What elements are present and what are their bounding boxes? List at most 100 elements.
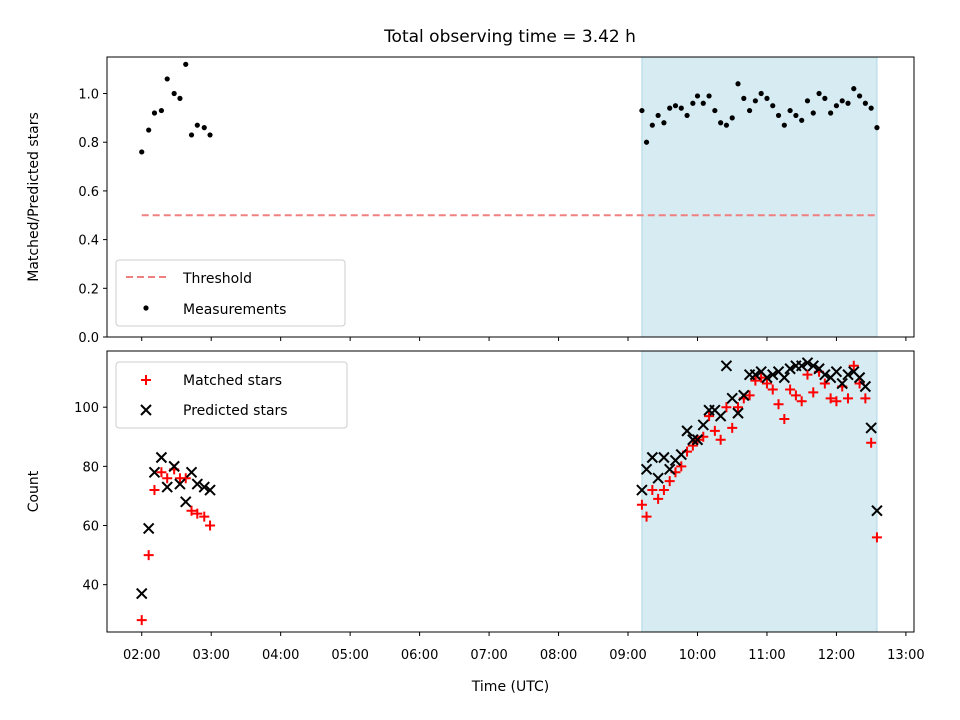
measurement-point — [649, 122, 655, 128]
measurement-point — [678, 105, 684, 111]
measurement-point — [746, 107, 753, 114]
matched-star-point — [733, 402, 744, 413]
matched-star-point — [744, 390, 755, 401]
legend-threshold-label: Threshold — [182, 271, 252, 287]
x-tick-label: 12:00 — [818, 648, 855, 663]
matched-star-point — [676, 461, 687, 472]
predicted-star-point — [778, 371, 791, 384]
top-y-axis-label: Matched/Predicted stars — [26, 112, 42, 282]
top-x-ticks — [141, 337, 907, 341]
matched-star-point — [143, 550, 154, 561]
predicted-star-point — [185, 466, 198, 478]
top-y-tick-label: 0.8 — [78, 136, 99, 151]
measurement-point — [177, 95, 183, 101]
predicted-star-point — [749, 368, 762, 381]
predicted-star-point — [732, 407, 744, 419]
top-y-tick-label: 0.4 — [78, 234, 99, 249]
measurement-point — [672, 103, 679, 109]
measurement-point — [706, 93, 712, 99]
measurement-point — [694, 93, 701, 99]
bot-y-tick-label: 60 — [82, 520, 99, 535]
bottom-y-axis-label: Count — [26, 470, 42, 512]
top-y-tick-label: 0.0 — [78, 331, 99, 346]
predicted-star-point — [795, 360, 808, 372]
matched-star-point — [192, 508, 203, 519]
measurement-point — [799, 117, 805, 123]
measurement-point — [764, 95, 770, 101]
bottom-legend-box — [115, 361, 348, 429]
predicted-star-point — [819, 368, 831, 381]
matched-star-point — [205, 520, 216, 531]
predicted-star-point — [658, 451, 670, 464]
measurement-point — [164, 76, 170, 82]
predicted-star-point — [191, 478, 204, 490]
matched-star-point — [848, 360, 859, 371]
predicted-star-point — [136, 587, 148, 600]
measurement-point — [862, 100, 868, 106]
x-tick-label: 05:00 — [331, 648, 368, 663]
measurement-point — [723, 122, 730, 128]
top-axes-frame — [106, 56, 915, 338]
top-y-tick-label: 1.0 — [78, 88, 99, 103]
predicted-star-point — [174, 478, 186, 490]
predicted-star-point — [681, 425, 693, 437]
measurement-point — [639, 107, 645, 114]
matched-star-point — [704, 411, 715, 422]
figure-title: Total observing time = 3.42 h — [383, 27, 636, 47]
matched-star-point — [636, 499, 647, 510]
matched-star-point — [773, 399, 784, 410]
x-tick-label: 13:00 — [887, 648, 924, 663]
predicted-star-point — [801, 357, 814, 369]
predicted-star-point — [726, 392, 738, 405]
measurement-point — [194, 122, 200, 128]
measurement-point — [655, 112, 661, 119]
measurement-point — [752, 98, 758, 104]
predicted-star-point — [161, 481, 173, 493]
predicted-star-point — [155, 451, 168, 464]
predicted-star-point — [720, 360, 733, 372]
matched-star-point — [641, 511, 652, 522]
predicted-star-point — [767, 368, 779, 381]
measurement-point — [207, 132, 213, 138]
matched-star-point — [721, 402, 732, 413]
predicted-star-point — [198, 481, 210, 493]
measurement-point — [810, 110, 816, 116]
measurement-point — [729, 115, 735, 121]
measurement-point — [851, 86, 857, 92]
x-tick-label: 02:00 — [123, 648, 160, 663]
predicted-star-point — [859, 380, 872, 393]
predicted-star-point — [663, 463, 676, 476]
measurement-point — [775, 112, 782, 119]
ratio-panel: 0.0 0.2 0.4 0.6 0.8 1.0 Matched/Predicted sta… — [26, 56, 915, 346]
predicted-star-point — [675, 448, 687, 461]
measurement-point — [171, 90, 177, 97]
predicted-star-point — [842, 368, 854, 381]
predicted-star-point — [784, 363, 796, 375]
top-legend: Threshold Measurements — [115, 259, 346, 327]
bottom-y-ticks: 40 60 80 100 — [74, 401, 107, 594]
matched-star-point — [825, 393, 836, 404]
matched-star-point — [687, 440, 698, 451]
top-data-marks — [139, 61, 880, 217]
x-tick-label: 04:00 — [262, 648, 299, 663]
matched-star-point — [750, 375, 761, 386]
predicted-star-point — [871, 505, 883, 517]
matched-star-point — [802, 369, 813, 380]
measurement-point — [201, 125, 207, 131]
bot-y-tick-label: 100 — [74, 401, 99, 416]
x-tick-label: 08:00 — [540, 648, 577, 663]
legend-predicted-swatch — [140, 404, 152, 416]
matched-star-point — [647, 485, 658, 496]
measurement-point — [643, 139, 650, 145]
matched-star-point — [199, 511, 210, 522]
measurement-point — [718, 120, 724, 126]
measurement-point — [856, 93, 863, 99]
predicted-star-point — [697, 419, 709, 431]
x-tick-label: 10:00 — [679, 648, 716, 663]
measurement-point — [183, 61, 189, 67]
matched-star-point — [162, 473, 173, 484]
bottom-axes-frame — [106, 350, 915, 633]
matched-star-point — [186, 505, 197, 516]
matched-star-point — [653, 493, 664, 504]
